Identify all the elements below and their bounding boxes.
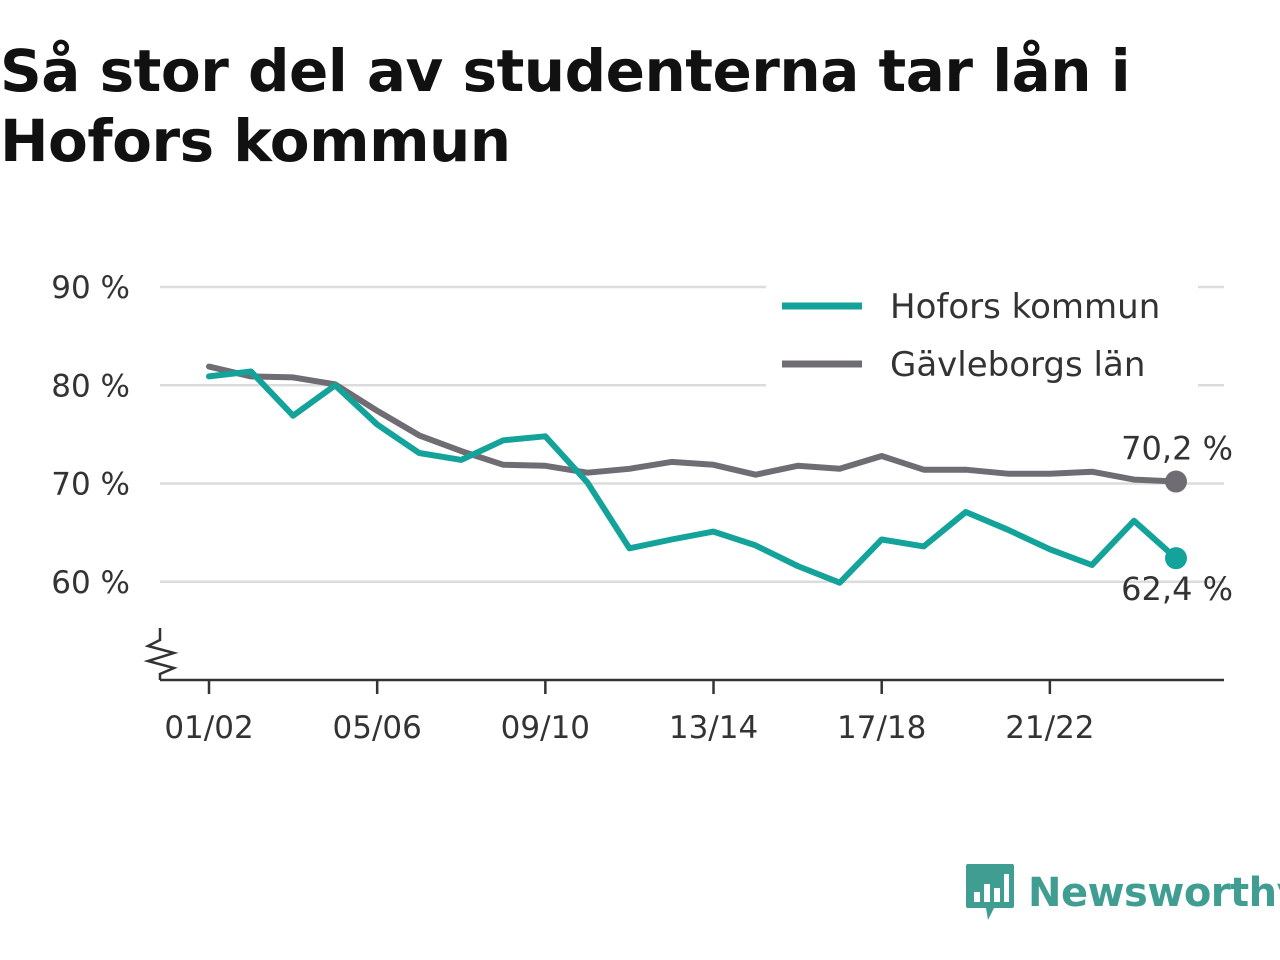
brand-name: Newsworthy	[1028, 870, 1280, 916]
y-axis-ticks: 60 % 70 % 80 % 90 %	[51, 270, 130, 601]
end-labels: 62,4 % 70,2 %	[1121, 430, 1233, 609]
end-value-label: 70,2 %	[1121, 430, 1233, 468]
x-tick-label: 09/10	[501, 710, 590, 746]
series-line	[206, 363, 1179, 485]
series-lines	[206, 363, 1187, 586]
x-axis	[143, 628, 1224, 682]
legend-label: Gävleborgs län	[890, 345, 1145, 385]
series-end-point	[1165, 470, 1187, 493]
y-tick-label: 80 %	[51, 368, 130, 404]
brand: Newsworthy	[964, 862, 1280, 924]
x-axis-ticks: 01/02 05/06 09/10 13/14 17/18 21/22	[164, 680, 1095, 746]
y-tick-label: 90 %	[51, 270, 130, 306]
x-tick-label: 13/14	[669, 710, 758, 746]
series-line	[206, 368, 1179, 586]
legend-label: Hofors kommun	[890, 287, 1160, 327]
chart-title: Så stor del av studenterna tar lån i Hof…	[0, 37, 1131, 175]
legend: Hofors kommun Gävleborgs län	[766, 284, 1198, 388]
newsworthy-logo-icon	[966, 864, 1014, 920]
legend-background	[766, 284, 1198, 388]
y-axis-break	[143, 628, 179, 680]
x-tick-label: 05/06	[333, 710, 422, 746]
end-value-label: 62,4 %	[1121, 570, 1233, 608]
series-end-point	[1165, 547, 1187, 570]
x-tick-label: 21/22	[1005, 710, 1094, 746]
x-tick-label: 17/18	[837, 710, 926, 746]
x-tick-label: 01/02	[164, 710, 253, 746]
y-tick-label: 60 %	[51, 565, 130, 601]
y-tick-label: 70 %	[51, 467, 130, 503]
